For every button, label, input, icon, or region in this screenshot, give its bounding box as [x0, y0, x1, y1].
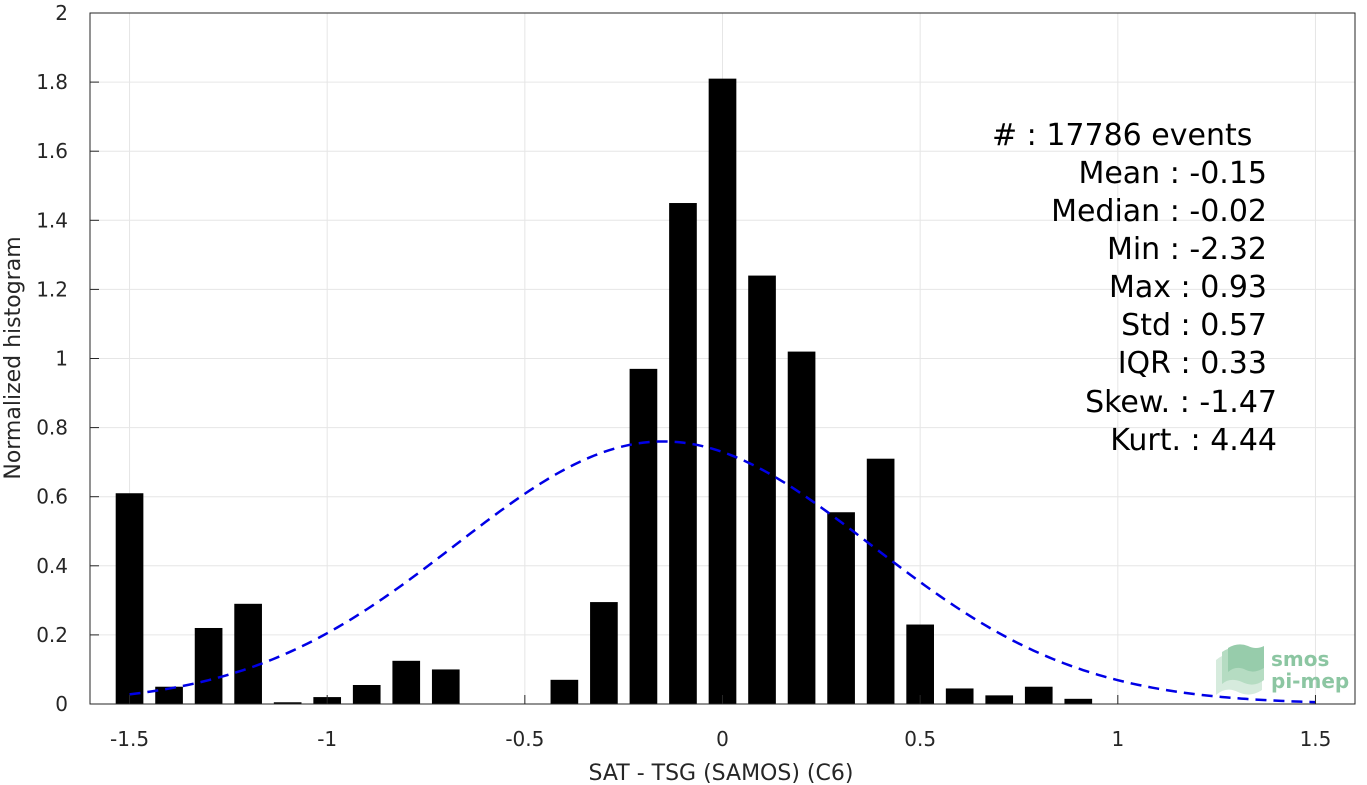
- y-tick-label: 0: [55, 692, 68, 716]
- histogram-bar: [155, 686, 183, 704]
- histogram-bar: [234, 603, 262, 704]
- gaussian-fit-line: [129, 440, 1316, 704]
- x-tick-label: 1: [1111, 727, 1124, 751]
- y-tick-label: 0.6: [36, 485, 68, 509]
- x-tick-label: -1.5: [110, 727, 149, 751]
- histogram-bar: [115, 493, 144, 704]
- y-tick-label: 1.8: [36, 70, 68, 94]
- logo-text-smos: smos: [1271, 647, 1329, 671]
- y-tick-label: 1: [55, 347, 68, 371]
- histogram-bar: [629, 368, 658, 704]
- histogram-bar: [431, 669, 460, 704]
- stat-std: Std : 0.57: [1121, 308, 1267, 343]
- y-tick-label: 0.2: [36, 623, 68, 647]
- histogram-bar: [273, 702, 302, 704]
- statistics-annotation: # : 17786 events Mean : -0.15 Median : -…: [992, 118, 1277, 458]
- histogram-bar: [708, 78, 737, 704]
- histogram-bar: [1024, 686, 1053, 704]
- logo-waves-icon: [1216, 644, 1264, 695]
- histogram-bar: [748, 275, 776, 704]
- y-tick-labels: 0 0.2 0.4 0.6 0.8 1 1.2 1.4 1.6 1.8 2: [36, 1, 68, 716]
- stat-mean: Mean : -0.15: [1078, 156, 1267, 191]
- stat-count: # : 17786 events: [992, 118, 1252, 153]
- x-tick-label: 0: [716, 727, 729, 751]
- histogram-bar: [669, 203, 697, 704]
- x-tick-label: 1.5: [1300, 727, 1332, 751]
- histogram-bar: [866, 458, 895, 704]
- y-tick-label: 1.6: [36, 139, 68, 163]
- stat-iqr: IQR : 0.33: [1118, 346, 1267, 381]
- histogram-bar: [1064, 698, 1093, 704]
- histogram-bar: [985, 695, 1014, 704]
- x-tick-labels: -1.5 -1 -0.5 0 0.5 1 1.5: [110, 727, 1331, 751]
- y-tick-label: 0.4: [36, 554, 68, 578]
- histogram-bar: [194, 627, 223, 704]
- x-tick-label: 0.5: [904, 727, 936, 751]
- histogram-bar: [392, 660, 421, 704]
- histogram-bar: [787, 351, 816, 704]
- y-tick-label: 1.4: [36, 208, 68, 232]
- x-axis-label: SAT - TSG (SAMOS) (C6): [589, 761, 854, 785]
- stat-max: Max : 0.93: [1109, 270, 1267, 305]
- y-axis-label: Normalized histogram: [1, 236, 26, 479]
- smos-pi-mep-logo: smos pi-mep: [1216, 644, 1349, 695]
- histogram-bar: [945, 688, 974, 704]
- histogram-bar: [352, 684, 381, 704]
- axis-ticks: [90, 12, 1316, 705]
- stat-kurt: Kurt. : 4.44: [1110, 423, 1277, 458]
- stat-skew: Skew. : -1.47: [1085, 385, 1277, 420]
- logo-text-pimep: pi-mep: [1271, 669, 1349, 693]
- histogram-bar: [590, 602, 618, 704]
- bar-series: [115, 78, 1093, 704]
- y-tick-label: 1.2: [36, 277, 68, 301]
- histogram-bar: [906, 624, 934, 704]
- stat-min: Min : -2.32: [1107, 232, 1267, 267]
- histogram-bar: [827, 512, 855, 704]
- y-tick-label: 0.8: [36, 416, 68, 440]
- histogram-bar: [550, 679, 579, 704]
- x-tick-label: -1: [317, 727, 337, 751]
- y-tick-label: 2: [55, 1, 68, 25]
- x-tick-label: -0.5: [505, 727, 544, 751]
- stat-median: Median : -0.02: [1051, 194, 1267, 229]
